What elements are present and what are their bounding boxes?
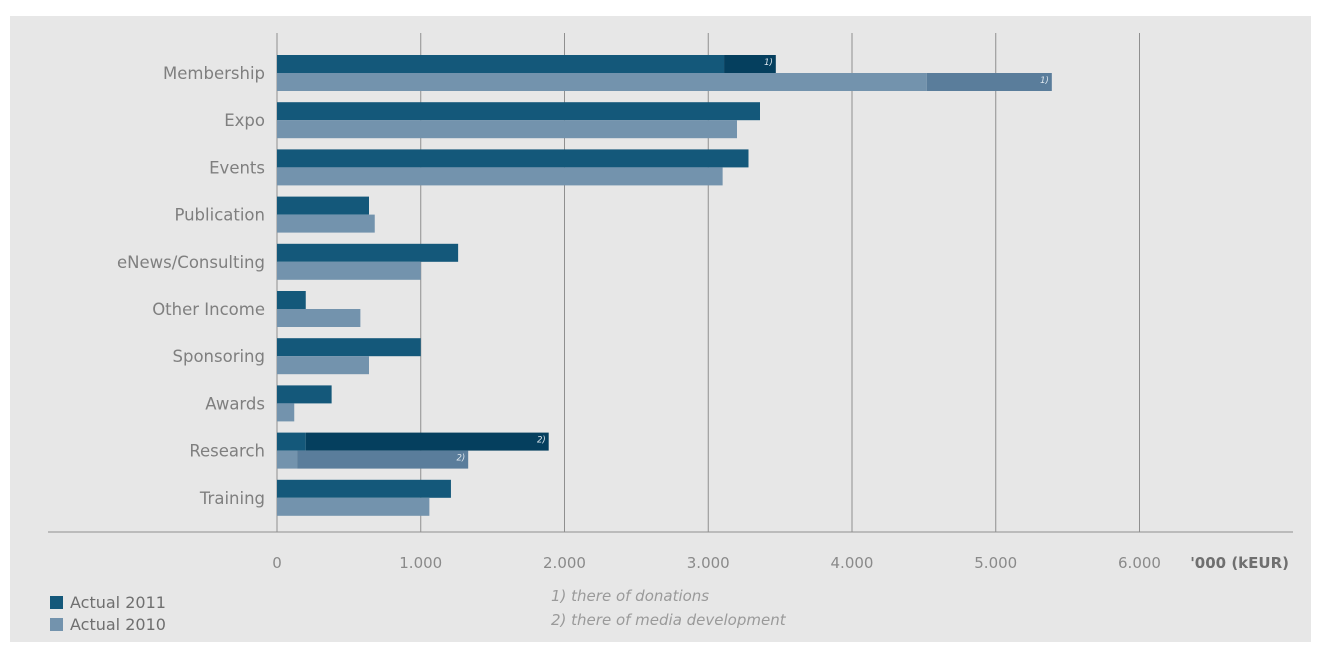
bar-2010-membership-base — [277, 73, 927, 91]
bar-2010-other-income — [277, 309, 361, 327]
bar-2010-awards — [277, 403, 295, 422]
bars: 1) 1) 2) 2) — [277, 55, 1052, 516]
bar-2011-events — [277, 149, 749, 168]
footnote-media-development: 2) there of media development — [551, 611, 787, 629]
category-label-awards: Awards — [205, 394, 265, 413]
category-label-expo: Expo — [224, 111, 265, 130]
bar-2011-research-extra — [305, 432, 549, 451]
bar-2010-enews-consulting — [277, 261, 421, 280]
bar-2010-events — [277, 167, 723, 186]
x-axis-label: '000 (kEUR) — [1190, 554, 1289, 572]
legend: Actual 2011 Actual 2010 — [50, 591, 166, 635]
bar-marker-2011-membership: 1) — [764, 58, 773, 68]
legend-label-2010: Actual 2010 — [70, 614, 166, 634]
bar-2010-training — [277, 497, 430, 516]
bar-2010-research-base — [277, 450, 298, 469]
bar-marker-2010-membership: 1) — [1040, 76, 1049, 86]
legend-item-2011: Actual 2011 — [50, 591, 166, 613]
bar-2011-expo — [277, 102, 760, 121]
bar-2011-other-income — [277, 291, 306, 309]
bar-2010-expo — [277, 120, 737, 139]
category-label-events: Events — [209, 158, 265, 177]
bar-2011-membership-base — [277, 55, 725, 73]
x-tick-label-2000: 2.000 — [543, 554, 586, 572]
bar-2010-sponsoring — [277, 356, 369, 375]
category-label-research: Research — [189, 442, 265, 461]
bar-marker-2011-research: 2) — [537, 436, 546, 446]
footnote-donations: 1) there of donations — [551, 587, 709, 605]
x-tick-labels: 0 1.000 2.000 3.000 4.000 5.000 6.000 — [272, 554, 1161, 572]
legend-swatch-2011 — [50, 595, 63, 609]
x-tick-label-1000: 1.000 — [399, 554, 442, 572]
legend-label-2011: Actual 2011 — [70, 592, 166, 612]
legend-swatch-2010 — [50, 617, 63, 631]
bar-2010-membership-extra — [926, 73, 1052, 91]
x-tick-label-0: 0 — [272, 554, 282, 572]
bar-marker-2010-research: 2) — [456, 454, 465, 464]
category-label-sponsoring: Sponsoring — [173, 347, 266, 366]
category-labels: Membership Expo Events Publication eNews/Con… — [117, 64, 265, 508]
category-label-other-income: Other Income — [152, 300, 265, 319]
category-label-membership: Membership — [163, 64, 265, 83]
category-label-enews-consulting: eNews/Consulting — [117, 253, 265, 272]
legend-item-2010: Actual 2010 — [50, 613, 166, 635]
x-tick-label-5000: 5.000 — [974, 554, 1017, 572]
bar-2010-publication — [277, 214, 375, 233]
category-label-training: Training — [199, 489, 265, 508]
x-tick-label-3000: 3.000 — [687, 554, 730, 572]
category-label-publication: Publication — [174, 206, 265, 225]
bar-2011-research-base — [277, 432, 306, 451]
bar-2011-publication — [277, 196, 369, 215]
bar-2010-research-extra — [297, 450, 469, 469]
bar-2011-sponsoring — [277, 338, 421, 357]
bar-2011-membership-extra — [724, 55, 776, 73]
x-tick-label-4000: 4.000 — [831, 554, 874, 572]
bar-2011-enews-consulting — [277, 243, 459, 262]
x-tick-label-6000: 6.000 — [1118, 554, 1161, 572]
bar-2011-training — [277, 479, 451, 498]
bar-2011-awards — [277, 385, 332, 404]
